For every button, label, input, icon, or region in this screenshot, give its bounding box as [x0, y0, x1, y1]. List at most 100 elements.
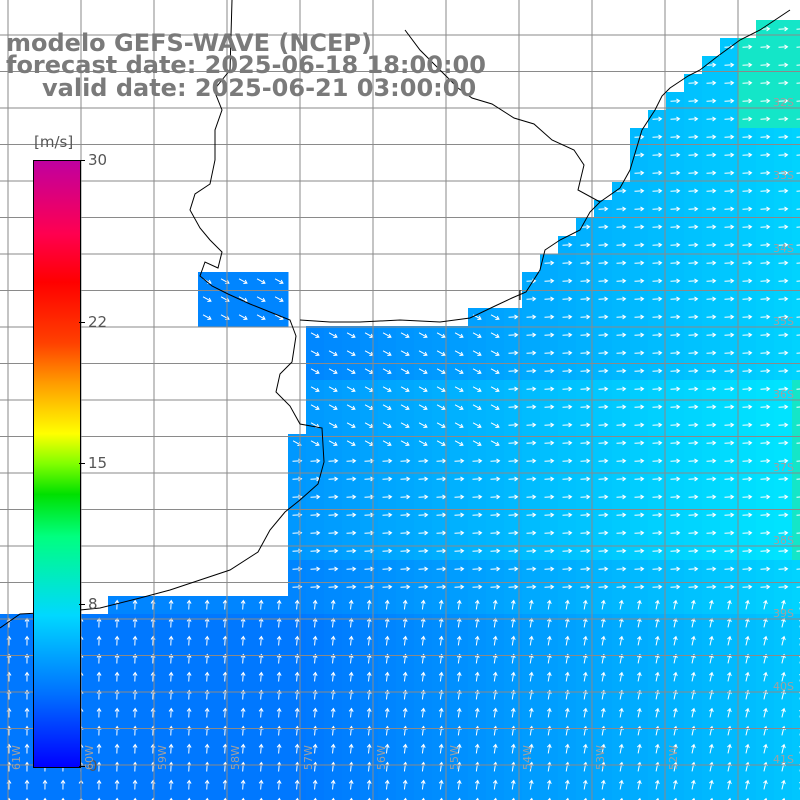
wind-arrow: [456, 779, 462, 790]
wind-speed-cell: [504, 794, 523, 800]
wind-arrow: [781, 653, 786, 664]
wind-arrow: [745, 635, 750, 646]
wind-arrow: [654, 599, 660, 610]
wind-arrow: [742, 548, 753, 554]
wind-arrow: [490, 440, 500, 446]
wind-arrow: [472, 476, 483, 482]
wind-speed-cell: [414, 794, 433, 800]
wind-arrow: [96, 671, 102, 682]
wind-arrow: [490, 386, 500, 392]
wind-arrow: [652, 584, 663, 590]
wind-arrow: [420, 779, 426, 790]
latitude-label: 36S: [773, 388, 794, 401]
wind-arrow: [760, 368, 771, 374]
wind-arrow: [456, 635, 462, 646]
wind-arrow: [616, 314, 627, 320]
wind-arrow: [294, 671, 300, 682]
wind-arrow: [652, 350, 663, 356]
wind-arrow: [598, 224, 609, 230]
wind-arrow: [526, 530, 537, 536]
wind-arrow: [688, 422, 699, 428]
wind-arrow: [709, 707, 714, 718]
wind-arrow: [508, 458, 519, 464]
wind-arrow: [760, 566, 771, 572]
wind-arrow: [763, 743, 768, 754]
wind-arrow: [544, 512, 555, 518]
wind-arrow: [562, 530, 573, 536]
wind-arrow: [420, 743, 426, 754]
wind-arrow: [616, 278, 627, 284]
wind-speed-cell: [54, 794, 73, 800]
wind-arrow: [439, 797, 443, 800]
wind-arrow: [781, 599, 786, 610]
wind-arrow: [742, 530, 753, 536]
wind-arrow: [760, 440, 771, 446]
wind-arrow: [706, 62, 717, 68]
wind-arrow: [724, 224, 735, 230]
wind-arrow: [490, 584, 501, 590]
wind-arrow: [96, 707, 102, 718]
wind-arrow: [652, 260, 663, 266]
wind-speed-cell: [792, 308, 800, 327]
wind-arrow: [688, 458, 699, 464]
wind-arrow: [598, 530, 609, 536]
wind-arrow: [760, 458, 771, 464]
wind-arrow: [616, 548, 627, 554]
wind-arrow: [727, 671, 732, 682]
wind-arrow: [492, 599, 498, 610]
wind-arrow: [598, 386, 609, 392]
wind-arrow: [634, 260, 645, 266]
wind-arrow: [294, 779, 300, 790]
wind-arrow: [454, 404, 464, 410]
wind-arrow: [526, 404, 537, 410]
wind-arrow: [616, 368, 627, 374]
wind-arrow: [526, 548, 537, 554]
wind-arrow: [781, 707, 786, 718]
wind-arrow: [418, 332, 428, 338]
wind-arrow: [670, 566, 681, 572]
wind-arrow: [328, 512, 339, 518]
wind-arrow: [778, 386, 789, 392]
wind-arrow: [616, 224, 627, 230]
wind-speed-cell: [162, 794, 181, 800]
wind-arrow: [652, 368, 663, 374]
latitude-label: 41S: [773, 753, 794, 766]
wind-arrow: [727, 599, 732, 610]
wind-arrow: [418, 422, 428, 428]
wind-arrow: [796, 406, 800, 408]
wind-arrow: [709, 653, 714, 664]
wind-arrow: [457, 797, 461, 800]
wind-arrow: [670, 224, 681, 230]
wind-arrow: [580, 584, 591, 590]
wind-arrow: [652, 512, 663, 518]
wind-speed-cell: [792, 758, 800, 777]
wind-arrow: [310, 350, 320, 356]
wind-arrow: [742, 422, 753, 428]
wind-arrow: [706, 584, 717, 590]
wind-speed-cell: [792, 74, 800, 93]
wind-arrow: [349, 797, 353, 800]
wind-arrow: [402, 779, 408, 790]
wind-arrow: [330, 599, 336, 610]
wind-arrow: [796, 154, 800, 156]
wind-arrow: [438, 653, 444, 664]
wind-arrow: [706, 476, 717, 482]
wind-arrow: [673, 707, 678, 718]
wind-speed-cell: [36, 794, 55, 800]
wind-arrow: [114, 707, 120, 718]
wind-arrow: [742, 440, 753, 446]
wind-arrow: [688, 224, 699, 230]
wind-speed-cell: [792, 128, 800, 147]
valid-date: valid date: 2025-06-21 03:00:00: [42, 74, 477, 102]
wind-arrow: [781, 671, 786, 682]
wind-arrow: [348, 635, 354, 646]
wind-arrow: [616, 512, 627, 518]
wind-arrow: [528, 599, 534, 610]
wind-arrow: [490, 566, 501, 572]
wind-arrow: [472, 566, 483, 572]
wind-arrow: [760, 206, 771, 212]
wind-arrow: [778, 206, 789, 212]
wind-arrow: [562, 332, 573, 338]
longitude-label: 55W: [448, 745, 461, 770]
wind-arrow: [346, 584, 357, 590]
